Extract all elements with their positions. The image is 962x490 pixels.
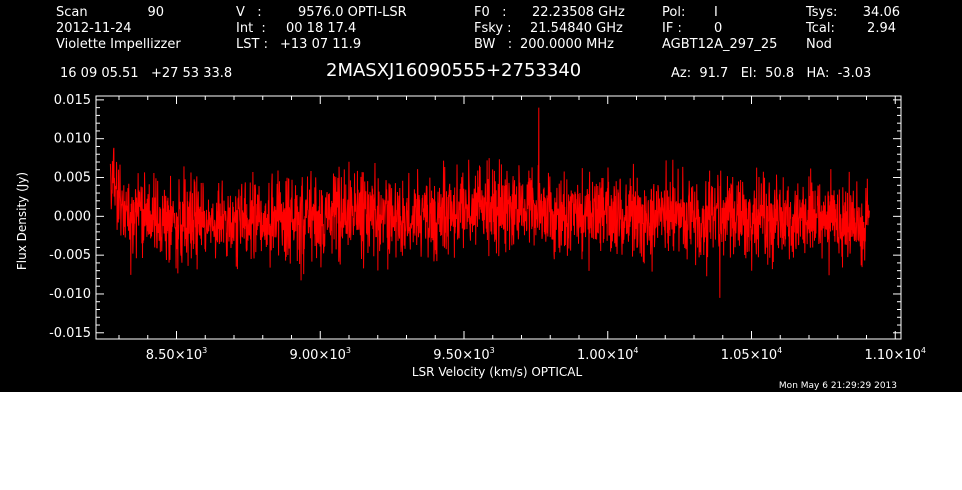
- scan-label: Scan: [56, 5, 88, 20]
- bw-label: BW :: [474, 37, 513, 52]
- plot-frame: [95, 95, 902, 340]
- observer-name: Violette Impellizzer: [56, 37, 181, 52]
- x-axis-label: LSR Velocity (km/s) OPTICAL: [412, 365, 583, 379]
- if-label: IF :: [662, 21, 682, 36]
- ra-dec: 16 09 05.51 +27 53 33.8: [60, 66, 233, 81]
- blank-area: [0, 392, 962, 490]
- spectrum-line: [109, 107, 870, 298]
- spectrum-chart: -0.015 -0.010 -0.005 0.000 0.005 0.010 0.015 8.…: [15, 93, 926, 391]
- lst-value: +13 07 11.9: [280, 37, 362, 52]
- x-tick-label: 9.50×103: [433, 346, 494, 363]
- bw-value: 200.0000 MHz: [520, 37, 614, 52]
- y-tick-label: -0.015: [49, 326, 91, 341]
- source-name: 2MASXJ16090555+2753340: [326, 60, 582, 81]
- v-label: V :: [236, 5, 262, 20]
- fsky-value: 21.54840 GHz: [530, 21, 623, 36]
- tcal-value: 2.94: [867, 21, 896, 36]
- fsky-label: Fsky :: [474, 21, 512, 36]
- obs-mode: Nod: [806, 37, 832, 52]
- lst-label: LST :: [236, 37, 268, 52]
- y-tick-label: -0.010: [49, 287, 91, 302]
- obs-date: 2012-11-24: [56, 21, 132, 36]
- pol-value: I: [714, 5, 718, 20]
- y-tick-label: -0.005: [49, 248, 91, 263]
- footer-timestamp: Mon May 6 21:29:29 2013: [779, 381, 897, 391]
- y-tick-label: 0.010: [54, 132, 91, 147]
- project-id: AGBT12A_297_25: [662, 37, 778, 52]
- tsys-label: Tsys:: [806, 5, 838, 20]
- tsys-value: 34.06: [862, 5, 900, 20]
- x-tick-label: 1.10×104: [865, 346, 926, 363]
- x-tick-label: 8.50×103: [146, 346, 207, 363]
- int-value: 00 18 17.4: [286, 21, 357, 36]
- tcal-label: Tcal:: [806, 21, 835, 36]
- scan-value: 90: [147, 5, 164, 20]
- if-value: 0: [714, 21, 723, 36]
- y-tick-label: 0.005: [54, 171, 91, 186]
- x-tick-label: 1.05×104: [721, 346, 782, 363]
- y-axis-label: Flux Density (Jy): [15, 172, 29, 270]
- int-label: Int :: [236, 21, 266, 36]
- x-tick-label: 1.00×104: [577, 346, 638, 363]
- y-tick-label: 0.000: [54, 209, 91, 224]
- az-el-ha: Az: 91.7 El: 50.8 HA: -3.03: [671, 66, 872, 81]
- f0-value: 22.23508 GHz: [532, 5, 625, 20]
- y-tick-label: 0.015: [54, 93, 91, 108]
- v-value: 9576.0 OPTI-LSR: [298, 5, 407, 20]
- pol-label: Pol:: [662, 5, 686, 20]
- plot-window: Scan 90 2012-11-24 Violette Impellizzer …: [0, 0, 962, 392]
- x-tick-label: 9.00×103: [290, 346, 351, 363]
- f0-label: F0 :: [474, 5, 507, 20]
